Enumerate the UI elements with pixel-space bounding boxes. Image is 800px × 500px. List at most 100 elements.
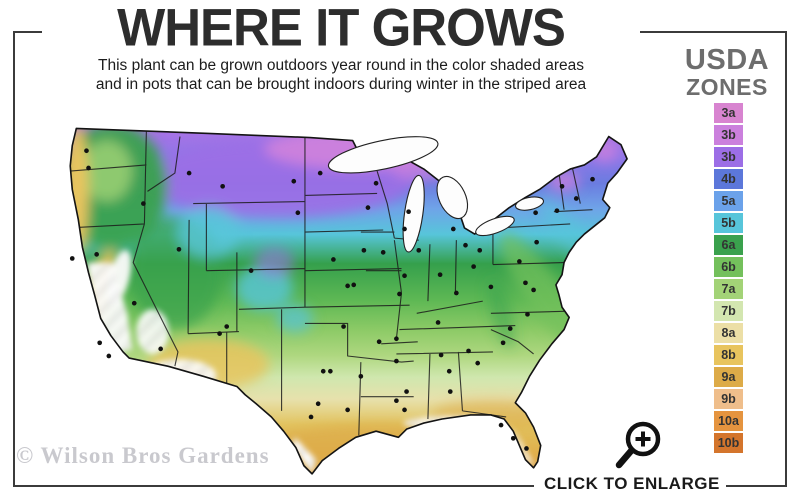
city-dot: [351, 282, 357, 288]
city-dot: [291, 178, 297, 184]
legend-zone-3b: 3b: [714, 125, 743, 145]
subtitle-line-2: and in pots that can be brought indoors …: [95, 76, 587, 93]
city-dot: [416, 247, 422, 253]
legend-zone-5a: 5a: [714, 191, 743, 211]
city-dot: [559, 183, 565, 189]
city-dot: [466, 348, 471, 354]
city-dot: [404, 389, 409, 394]
city-dot: [531, 287, 536, 293]
city-dot: [454, 290, 459, 296]
city-dot: [477, 247, 483, 253]
city-dot: [69, 256, 75, 261]
city-dot: [361, 247, 367, 253]
city-dot: [224, 324, 230, 329]
city-dot: [84, 148, 89, 154]
city-dot: [463, 242, 468, 248]
city-dot: [220, 183, 225, 189]
city-dot: [394, 358, 399, 364]
legend-zone-6b: 6b: [714, 257, 743, 277]
city-dot: [248, 268, 254, 273]
legend-title: USDA ZONES: [668, 44, 786, 100]
city-dot: [308, 414, 314, 420]
city-dot: [365, 205, 371, 210]
legend-zone-3a: 3a: [714, 103, 743, 123]
city-dot: [394, 336, 399, 342]
city-dot: [488, 284, 494, 290]
city-dot: [176, 246, 182, 252]
watermark: © Wilson Bros Gardens: [16, 443, 270, 468]
page-title: WHERE IT GROWS: [117, 0, 566, 58]
city-dot: [320, 368, 326, 374]
city-dot: [471, 264, 476, 269]
city-dot: [317, 170, 323, 176]
city-dot: [437, 272, 443, 278]
city-dot: [573, 196, 579, 201]
city-dot: [534, 239, 539, 245]
legend-zone-7a: 7a: [714, 279, 743, 299]
city-dot: [402, 273, 407, 279]
header: WHERE IT GROWS This plant can be grown o…: [42, 0, 640, 98]
city-dot: [523, 280, 528, 286]
usa-map-svg: [69, 127, 628, 475]
legend-zone-3b: 3b: [714, 147, 743, 167]
city-dot: [507, 326, 513, 331]
city-dot: [517, 259, 522, 264]
city-dot: [376, 339, 382, 345]
city-dot: [450, 226, 456, 232]
city-dot: [447, 389, 453, 394]
city-dot: [186, 170, 192, 176]
city-dot: [380, 250, 386, 255]
city-dot: [341, 324, 346, 329]
city-dot: [131, 300, 137, 306]
city-dot: [86, 165, 91, 171]
city-dot: [525, 312, 530, 317]
city-dot: [524, 446, 529, 451]
city-dots: [69, 148, 595, 451]
legend-zone-9a: 9a: [714, 367, 743, 387]
legend-zone-5b: 5b: [714, 213, 743, 233]
city-dot: [97, 340, 103, 346]
legend-zone-9b: 9b: [714, 389, 743, 409]
city-dot: [358, 373, 364, 379]
subtitle-line-1: This plant can be grown outdoors year ro…: [98, 57, 584, 74]
legend-zone-4b: 4b: [714, 169, 743, 189]
city-dot: [158, 346, 163, 352]
city-dot: [402, 407, 407, 413]
legend-title-usda: USDA: [684, 44, 770, 76]
click-to-enlarge-button[interactable]: CLICK TO ENLARGE: [534, 471, 726, 497]
city-dot: [510, 435, 516, 441]
legend-zone-6a: 6a: [714, 235, 743, 255]
us-outline: [69, 127, 628, 475]
city-dot: [345, 407, 350, 413]
city-dot: [345, 283, 350, 289]
city-dot: [141, 201, 146, 206]
city-dot: [402, 226, 407, 232]
city-dot: [94, 252, 99, 257]
city-dot: [373, 180, 379, 186]
city-dot: [590, 176, 595, 182]
city-dot: [498, 422, 504, 428]
legend-title-zones: ZONES: [686, 74, 768, 100]
legend-zone-10b: 10b: [714, 433, 743, 453]
city-dot: [438, 352, 444, 358]
city-dot: [475, 360, 481, 366]
magnifier-plus-icon[interactable]: [612, 416, 664, 472]
city-dot: [295, 210, 301, 216]
city-dot: [397, 291, 402, 297]
great-lakes: [327, 136, 545, 253]
city-dot: [328, 368, 333, 374]
city-dot: [406, 209, 411, 215]
city-dot: [533, 210, 538, 216]
city-dot: [554, 208, 560, 214]
legend-zone-8a: 8a: [714, 323, 743, 343]
zone-legend: 3a 3b 3b 4b 5a 5b 6a 6b 7a 7b 8a 8b 9a 9b 10a 10b: [714, 103, 743, 455]
usda-zone-map: [56, 110, 686, 481]
city-dot: [217, 331, 222, 336]
city-dot: [331, 257, 336, 262]
city-dot: [435, 320, 441, 325]
city-dot: [315, 401, 321, 407]
legend-zone-7b: 7b: [714, 301, 743, 321]
city-dot: [500, 340, 506, 346]
city-dot: [394, 398, 399, 404]
